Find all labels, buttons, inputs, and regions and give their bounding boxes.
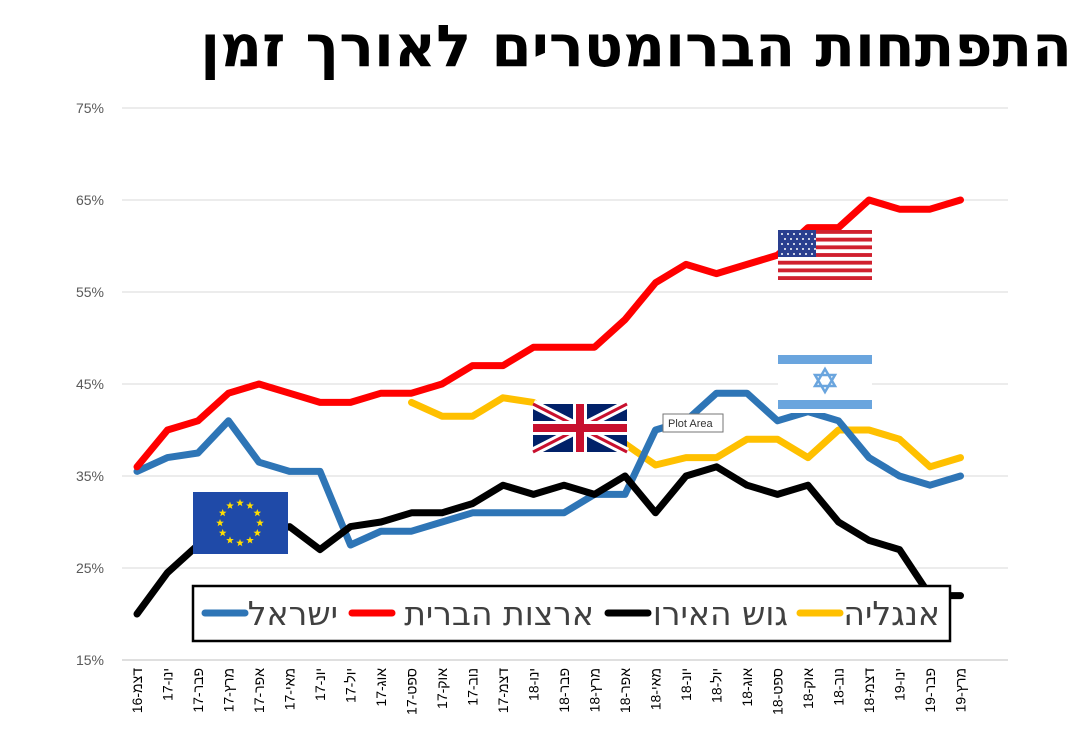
x-tick-label: נוב-17 (465, 668, 481, 706)
x-tick-label: אוג-17 (373, 668, 389, 707)
x-tick-label: אוג-18 (739, 668, 755, 707)
uk-flag-icon (530, 399, 630, 457)
x-tick-label: דצמ-16 (129, 668, 145, 713)
x-tick-label: אוק-17 (434, 668, 450, 709)
x-tick-label: דצמ-18 (861, 668, 877, 713)
y-tick-label: 25% (76, 560, 104, 576)
x-tick-label: דצמ-17 (495, 668, 511, 713)
x-tick-label: מרץ-19 (953, 668, 969, 712)
usa-flag-icon (778, 230, 872, 280)
x-tick-label: אפר-17 (251, 668, 267, 713)
legend-label-usa: ארצות הברית (404, 594, 594, 633)
x-tick-label: פבר-17 (190, 668, 206, 713)
x-tick-label: יול-17 (343, 668, 359, 703)
plot-area-tooltip: Plot Area (662, 413, 724, 433)
legend-label-england: אנגליה (843, 594, 940, 633)
legend-label-israel: ישראל (248, 594, 338, 633)
tooltip-text: Plot Area (668, 418, 714, 430)
series-line-israel (133, 389, 964, 549)
y-tick-label: 45% (76, 376, 104, 392)
x-tick-label: ינו-17 (160, 668, 176, 701)
y-axis-ticks: 15% 25% 35% 45% 55% 65% 75% (76, 100, 104, 668)
x-tick-label: ינו-18 (526, 668, 542, 701)
x-tick-label: יול-18 (709, 668, 725, 703)
y-tick-label: 35% (76, 468, 104, 484)
legend: ישראל ארצות הברית גוש האירו אנגליה (191, 584, 952, 643)
x-tick-label: אוק-18 (800, 668, 816, 709)
x-axis-ticks: דצמ-16 ינו-17 פבר-17 מרץ-17 אפר-17 מאי-17 יונ-… (129, 668, 969, 715)
x-tick-label: מאי-17 (282, 668, 298, 710)
chart-title: התפתחות הברומטרים לאורך זמן (200, 12, 1072, 80)
x-tick-label: ספט-17 (404, 668, 420, 715)
israel-flag-icon (778, 350, 872, 413)
x-tick-label: ספט-18 (770, 668, 786, 715)
y-tick-label: 65% (76, 192, 104, 208)
eu-flag-icon (193, 492, 288, 554)
series-line-usa (133, 196, 964, 471)
x-tick-label: מרץ-17 (221, 668, 237, 712)
x-tick-label: מרץ-18 (587, 668, 603, 712)
x-tick-label: ינו-19 (892, 668, 908, 701)
x-tick-label: פבר-19 (922, 668, 938, 713)
y-tick-label: 15% (76, 652, 104, 668)
legend-label-eurozone: גוש האירו (653, 594, 788, 633)
x-tick-label: נוב-18 (831, 668, 847, 706)
y-tick-label: 55% (76, 284, 104, 300)
x-tick-label: אפר-18 (617, 668, 633, 713)
series-line-england (408, 394, 964, 471)
y-tick-label: 75% (76, 100, 104, 116)
x-tick-label: יונ-17 (312, 668, 328, 701)
x-tick-label: פבר-18 (556, 668, 572, 713)
x-tick-label: יונ-18 (678, 668, 694, 701)
x-tick-label: מאי-18 (648, 668, 664, 710)
